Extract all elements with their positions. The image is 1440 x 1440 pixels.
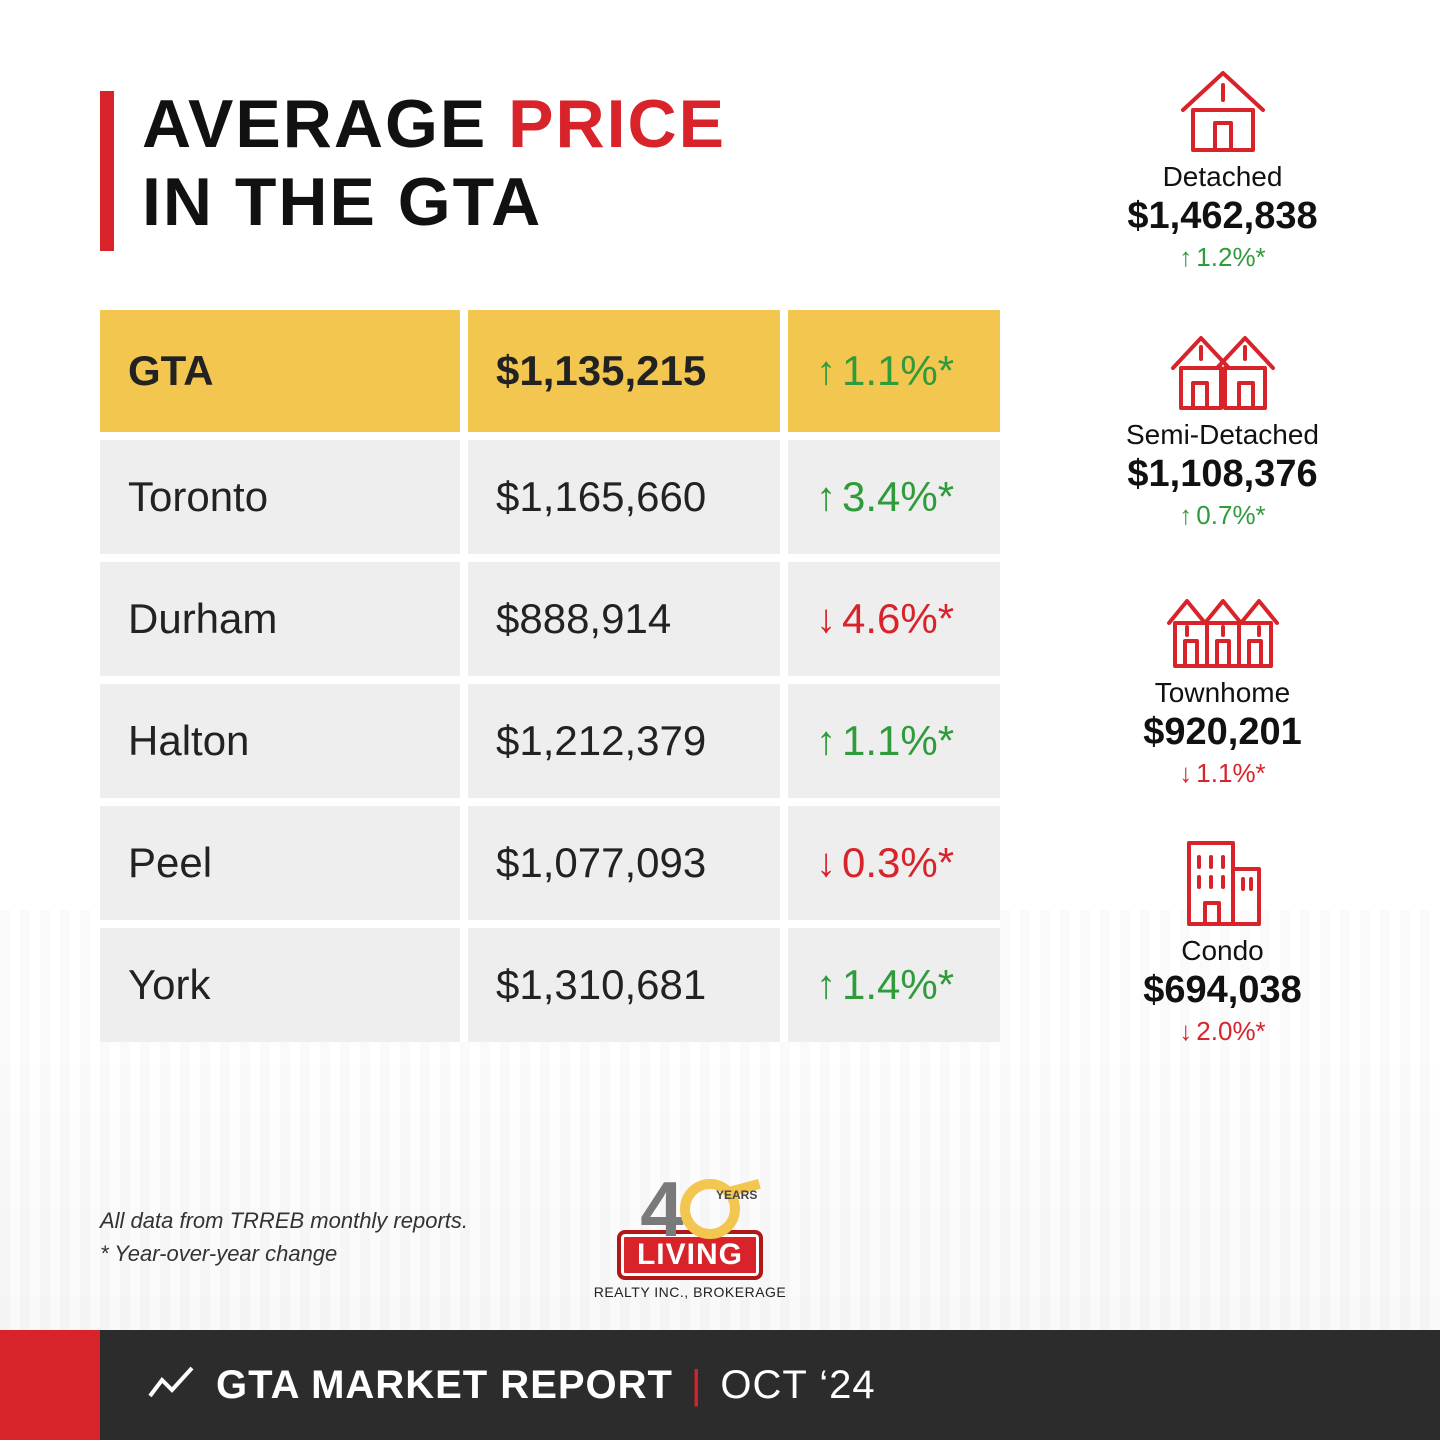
region-change-value: 1.1%* <box>842 717 954 765</box>
footer-title: GTA MARKET REPORT <box>216 1363 673 1408</box>
arrow-down-icon: ↓ <box>816 843 836 883</box>
title-text: AVERAGE PRICE IN THE GTA <box>142 85 726 241</box>
table-row: GTA$1,135,215↑1.1%* <box>100 310 1000 432</box>
region-price: $1,165,660 <box>460 432 780 554</box>
arrow-down-icon: ↓ <box>1179 758 1192 788</box>
arrow-up-icon: ↑ <box>816 351 836 391</box>
region-change-value: 0.3%* <box>842 839 954 887</box>
property-type-price: $920,201 <box>1070 711 1375 754</box>
footer-red-block <box>0 1330 100 1440</box>
footnote-source: All data from TRREB monthly reports. <box>100 1204 468 1237</box>
footer-separator: | <box>691 1363 702 1408</box>
region-price: $1,135,215 <box>460 310 780 432</box>
region-price: $1,310,681 <box>460 920 780 1042</box>
property-type-price: $694,038 <box>1070 969 1375 1012</box>
region-price: $1,212,379 <box>460 676 780 798</box>
arrow-up-icon: ↑ <box>816 477 836 517</box>
property-type-change-value: 1.1%* <box>1196 758 1265 788</box>
property-type-change: ↓1.1%* <box>1070 758 1375 789</box>
property-type-change-value: 1.2%* <box>1196 242 1265 272</box>
logo-years-label: YEARS <box>716 1188 757 1202</box>
property-type-card: Townhome$920,201 ↓1.1%* <box>1070 571 1375 789</box>
region-change: ↓4.6%* <box>780 554 1000 676</box>
property-type-label: Detached <box>1070 161 1375 193</box>
logo-four: 4 <box>640 1164 679 1255</box>
footer-date: OCT ‘24 <box>720 1363 875 1408</box>
region-change-value: 4.6%* <box>842 595 954 643</box>
property-type-list: Detached$1,462,838↑1.2%*Semi-Detached$1,… <box>1070 55 1375 1087</box>
arrow-up-icon: ↑ <box>1179 242 1192 272</box>
table-row: Halton$1,212,379↑1.1%* <box>100 676 1000 798</box>
title-accent-bar <box>100 91 114 251</box>
table-row: Toronto$1,165,660↑3.4%* <box>100 432 1000 554</box>
detached-icon <box>1163 55 1283 155</box>
region-change-value: 1.1%* <box>842 347 954 395</box>
region-change-value: 1.4%* <box>842 961 954 1009</box>
region-change: ↑1.1%* <box>780 310 1000 432</box>
property-type-change: ↑1.2%* <box>1070 242 1375 273</box>
title-line1-pre: AVERAGE <box>142 86 508 162</box>
property-type-card: Detached$1,462,838 ↑1.2%* <box>1070 55 1375 273</box>
brand-logo: 4 YEARS LIVING REALTY INC., BROKERAGE <box>560 1170 820 1300</box>
arrow-down-icon: ↓ <box>1179 1016 1192 1046</box>
region-name: Durham <box>100 554 460 676</box>
region-price: $888,914 <box>460 554 780 676</box>
property-type-card: Condo$694,038 ↓2.0%* <box>1070 829 1375 1047</box>
property-type-change: ↑0.7%* <box>1070 500 1375 531</box>
region-name: Toronto <box>100 432 460 554</box>
property-type-price: $1,462,838 <box>1070 195 1375 238</box>
arrow-up-icon: ↑ <box>816 721 836 761</box>
region-change: ↓0.3%* <box>780 798 1000 920</box>
region-change: ↑1.4%* <box>780 920 1000 1042</box>
region-name: Halton <box>100 676 460 798</box>
arrow-down-icon: ↓ <box>816 599 836 639</box>
logo-subline: REALTY INC., BROKERAGE <box>560 1284 820 1300</box>
title-line2: IN THE GTA <box>142 164 542 240</box>
title: AVERAGE PRICE IN THE GTA <box>100 85 726 251</box>
property-type-change-value: 0.7%* <box>1196 500 1265 530</box>
table-row: York$1,310,681↑1.4%* <box>100 920 1000 1042</box>
logo-40-mark: 4 YEARS <box>560 1170 820 1248</box>
property-type-card: Semi-Detached$1,108,376 ↑0.7%* <box>1070 313 1375 531</box>
table-row: Peel$1,077,093↓0.3%* <box>100 798 1000 920</box>
condo-icon <box>1163 829 1283 929</box>
footnotes: All data from TRREB monthly reports. * Y… <box>100 1204 468 1270</box>
region-price: $1,077,093 <box>460 798 780 920</box>
property-type-label: Condo <box>1070 935 1375 967</box>
property-type-change-value: 2.0%* <box>1196 1016 1265 1046</box>
townhome-icon <box>1163 571 1283 671</box>
arrow-up-icon: ↑ <box>1179 500 1192 530</box>
region-price-table: GTA$1,135,215↑1.1%*Toronto$1,165,660↑3.4… <box>100 310 1000 1042</box>
trend-icon <box>148 1362 194 1408</box>
semi-icon <box>1163 313 1283 413</box>
region-change: ↑1.1%* <box>780 676 1000 798</box>
region-name: GTA <box>100 310 460 432</box>
title-line1-highlight: PRICE <box>508 86 726 162</box>
property-type-price: $1,108,376 <box>1070 453 1375 496</box>
property-type-label: Townhome <box>1070 677 1375 709</box>
footnote-yoy: * Year-over-year change <box>100 1237 468 1270</box>
region-change-value: 3.4%* <box>842 473 954 521</box>
region-name: Peel <box>100 798 460 920</box>
footer-bar: GTA MARKET REPORT | OCT ‘24 <box>0 1330 1440 1440</box>
table-row: Durham$888,914↓4.6%* <box>100 554 1000 676</box>
arrow-up-icon: ↑ <box>816 965 836 1005</box>
region-change: ↑3.4%* <box>780 432 1000 554</box>
property-type-change: ↓2.0%* <box>1070 1016 1375 1047</box>
footer-content: GTA MARKET REPORT | OCT ‘24 <box>100 1330 1440 1440</box>
region-name: York <box>100 920 460 1042</box>
property-type-label: Semi-Detached <box>1070 419 1375 451</box>
